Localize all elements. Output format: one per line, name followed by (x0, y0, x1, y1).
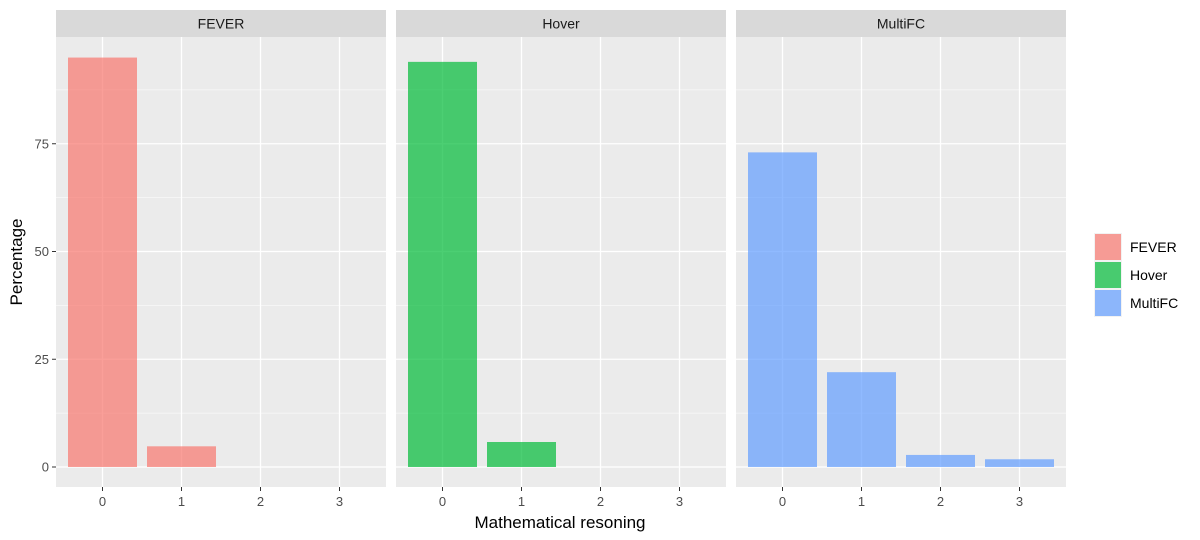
y-axis-title: Percentage (7, 219, 26, 306)
y-tick-label: 75 (35, 136, 49, 151)
x-tick-label: 2 (257, 494, 264, 509)
x-tick-label: 1 (858, 494, 865, 509)
facet-strip-label: Hover (542, 16, 580, 32)
bar-multifc-0 (748, 152, 817, 467)
facet-strip-label: MultiFC (877, 16, 925, 32)
bar-multifc-2 (906, 454, 975, 467)
facet-panel-fever: FEVER 0 1 2 3 (56, 10, 386, 509)
y-tick-label: 50 (35, 244, 49, 259)
facet-strip (56, 10, 386, 37)
x-tick-label: 3 (676, 494, 683, 509)
y-axis: 0 25 50 75 (35, 136, 56, 475)
y-tick-label: 25 (35, 352, 49, 367)
x-tick-label: 3 (336, 494, 343, 509)
facet-panels: FEVER 0 1 2 3 Hover 0 1 2 3 MultiFC 0 1 2 3 (56, 10, 1066, 509)
legend-item-multifc: MultiFC (1094, 289, 1178, 317)
facet-panel-hover: Hover 0 1 2 3 (396, 10, 726, 509)
x-axis-title: Mathematical resoning (474, 513, 645, 532)
x-tick-label: 0 (779, 494, 786, 509)
bar-hover-0 (408, 61, 477, 468)
facet-strip (396, 10, 726, 37)
x-tick-label: 2 (937, 494, 944, 509)
bar-multifc-3 (985, 459, 1054, 467)
legend-swatch (1095, 262, 1121, 288)
legend-swatch (1095, 234, 1121, 260)
facet-panel-multifc: MultiFC 0 1 2 3 (736, 10, 1066, 509)
y-tick-label: 0 (42, 460, 49, 475)
bar-hover-1 (487, 442, 556, 467)
x-tick-label: 3 (1016, 494, 1023, 509)
bar-multifc-1 (827, 372, 896, 467)
legend-swatch (1095, 290, 1121, 316)
bar-fever-1 (147, 446, 216, 467)
x-tick-label: 1 (178, 494, 185, 509)
legend-label: FEVER (1130, 239, 1177, 255)
legend-item-fever: FEVER (1094, 233, 1177, 261)
x-tick-label: 0 (99, 494, 106, 509)
facet-strip (736, 10, 1066, 37)
legend: FEVER Hover MultiFC (1094, 233, 1178, 317)
bar-fever-0 (68, 57, 137, 468)
legend-item-hover: Hover (1094, 261, 1168, 289)
x-tick-label: 2 (597, 494, 604, 509)
legend-label: Hover (1130, 267, 1168, 283)
x-tick-label: 1 (518, 494, 525, 509)
facet-strip-label: FEVER (198, 16, 245, 32)
legend-label: MultiFC (1130, 295, 1178, 311)
x-tick-label: 0 (439, 494, 446, 509)
